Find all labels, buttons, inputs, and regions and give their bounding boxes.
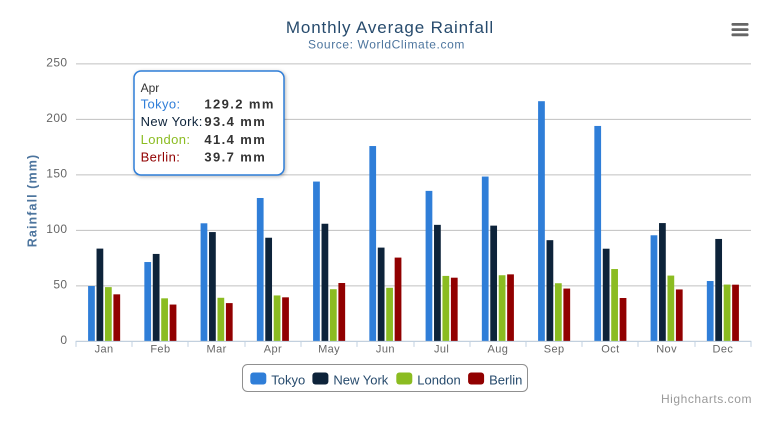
- svg-text:Feb: Feb: [150, 344, 170, 356]
- svg-text:Sep: Sep: [544, 344, 565, 356]
- svg-text:Berlin:: Berlin:: [141, 150, 181, 165]
- svg-text:Nov: Nov: [656, 344, 677, 356]
- svg-text:150: 150: [46, 166, 67, 180]
- svg-text:Tokyo: Tokyo: [271, 373, 305, 388]
- svg-text:200: 200: [46, 111, 67, 125]
- svg-text:London:: London:: [141, 132, 191, 147]
- svg-text:Source: WorldClimate.com: Source: WorldClimate.com: [308, 38, 465, 52]
- svg-text:Monthly Average Rainfall: Monthly Average Rainfall: [286, 18, 494, 37]
- svg-text:93.4 mm: 93.4 mm: [204, 114, 266, 129]
- svg-text:Apr: Apr: [141, 81, 160, 95]
- svg-text:Apr: Apr: [264, 344, 282, 356]
- svg-text:41.4 mm: 41.4 mm: [204, 132, 266, 147]
- svg-text:New York: New York: [333, 373, 388, 388]
- svg-text:250: 250: [46, 55, 67, 69]
- svg-text:London: London: [417, 373, 460, 388]
- svg-text:May: May: [318, 344, 340, 356]
- svg-text:39.7 mm: 39.7 mm: [204, 150, 266, 165]
- svg-text:50: 50: [53, 277, 67, 291]
- svg-text:Tokyo:: Tokyo:: [141, 97, 181, 112]
- svg-text:Jun: Jun: [376, 344, 395, 356]
- svg-text:New York:: New York:: [141, 114, 203, 129]
- svg-text:100: 100: [46, 222, 67, 236]
- svg-text:Oct: Oct: [601, 344, 619, 356]
- svg-text:Mar: Mar: [207, 344, 227, 356]
- svg-text:Rainfall (mm): Rainfall (mm): [26, 154, 40, 247]
- svg-text:Highcharts.com: Highcharts.com: [661, 392, 752, 406]
- svg-text:Berlin: Berlin: [489, 373, 522, 388]
- svg-text:Dec: Dec: [713, 344, 734, 356]
- svg-text:Aug: Aug: [488, 344, 509, 356]
- svg-text:129.2 mm: 129.2 mm: [204, 97, 274, 112]
- svg-text:Jul: Jul: [434, 344, 449, 356]
- svg-text:Jan: Jan: [95, 344, 114, 356]
- svg-text:0: 0: [60, 333, 67, 347]
